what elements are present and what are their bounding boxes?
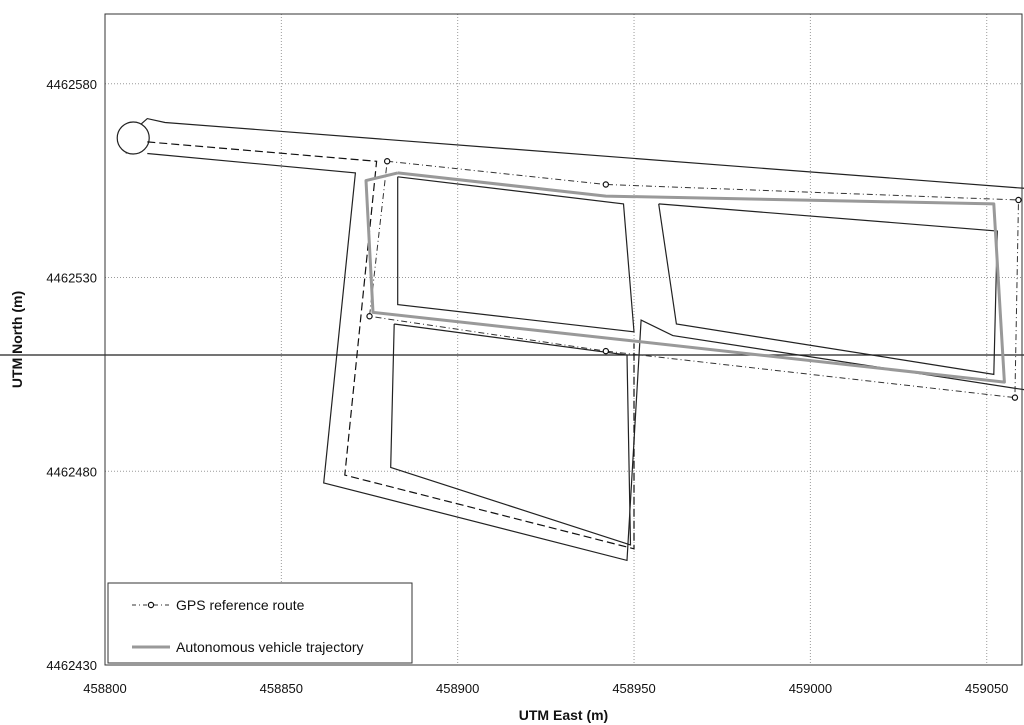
x-tick-label: 459000	[789, 681, 832, 696]
gps-route-marker	[602, 181, 610, 188]
x-tick-label: 458900	[436, 681, 479, 696]
gps-route-marker	[383, 158, 391, 165]
x-tick-labels: 458800 458850 458900 458950 459000 459050	[83, 681, 1008, 696]
x-tick-label: 459050	[965, 681, 1008, 696]
legend-label-gps: GPS reference route	[176, 597, 305, 613]
plot-frame	[104, 13, 1023, 666]
y-axis-title: UTM North (m)	[9, 291, 25, 388]
y-tick-labels: 4462430 4462480 4462530 4462580	[46, 77, 97, 673]
x-tick-label: 458850	[260, 681, 303, 696]
legend-box	[107, 582, 413, 664]
legend: GPS reference route Autonomous vehicle tr…	[107, 582, 413, 664]
road-outlines	[0, 117, 1024, 562]
gps-route-marker	[1011, 394, 1019, 401]
legend-items: GPS reference route Autonomous vehicle tr…	[132, 597, 364, 655]
gps-route-marker	[366, 313, 373, 320]
x-axis-title: UTM East (m)	[519, 707, 608, 723]
y-tick-label: 4462580	[46, 77, 97, 92]
y-tick-label: 4462430	[46, 658, 97, 673]
data-series	[364, 158, 1022, 401]
road-outline	[658, 203, 998, 376]
grid-lines	[104, 14, 1022, 666]
road-outline	[397, 176, 635, 333]
x-tick-label: 458950	[612, 681, 655, 696]
road-centerline	[147, 141, 635, 550]
legend-label-trajectory: Autonomous vehicle trajectory	[176, 639, 364, 655]
turnaround-circle	[116, 121, 150, 155]
vehicle-trajectory-line	[364, 171, 1006, 384]
y-tick-label: 4462530	[46, 271, 97, 286]
gps-route-marker	[1015, 196, 1022, 204]
gps-route-marker	[602, 347, 610, 355]
legend-marker-gps	[147, 601, 155, 609]
road-outline	[147, 152, 1024, 562]
y-tick-label: 4462480	[46, 464, 97, 479]
road-outline	[390, 323, 632, 546]
x-tick-label: 458800	[83, 681, 126, 696]
